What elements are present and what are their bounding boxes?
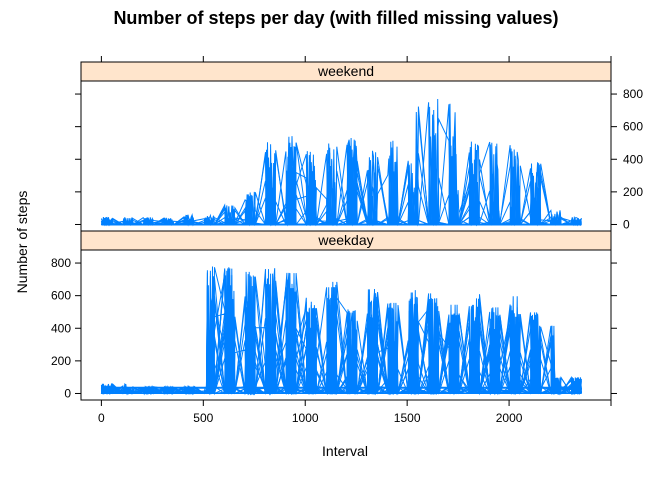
y-tick-label-weekend-600: 600: [623, 120, 643, 134]
y-tick-label-weekend-400: 400: [623, 152, 643, 166]
panel-weekend: weekend 0 200 400 600 800: [75, 61, 643, 232]
x-tick-label-2000: 2000: [496, 411, 523, 425]
panel-frame-weekday: [80, 249, 612, 401]
series-lines-weekend: [100, 98, 582, 227]
y-tick-label-weekday-800: 800: [51, 256, 71, 270]
series-line-weekend-day-9: [101, 102, 582, 227]
series-line-weekend-day-6: [101, 104, 582, 227]
chart-title: Number of steps per day (with filled mis…: [113, 8, 558, 28]
series-line-weekday-day-45: [100, 272, 582, 396]
y-tick-label-weekday-0: 0: [64, 386, 71, 400]
y-tick-label-weekday-400: 400: [51, 321, 71, 335]
x-axis-label: Interval: [322, 443, 368, 459]
x-tick-label-0: 0: [98, 411, 105, 425]
x-tick-label-1000: 1000: [292, 411, 319, 425]
series-line-weekend-day-12: [101, 106, 582, 227]
y-tick-label-weekday-600: 600: [51, 289, 71, 303]
y-tick-label-weekend-200: 200: [623, 185, 643, 199]
series-line-weekend-day-4: [100, 106, 582, 226]
axis-weekday: 0 200 400 600 800: [51, 256, 617, 400]
strip-label-weekday: weekday: [317, 232, 373, 248]
y-axis-label: Number of steps: [14, 191, 30, 294]
series-lines-weekday: [100, 266, 582, 396]
series-line-weekend-day-15: [101, 98, 582, 227]
y-tick-label-weekday-200: 200: [51, 354, 71, 368]
axis-weekend: 0 200 400 600 800: [75, 87, 643, 231]
x-axis: 0 500 1000 1500 2000: [98, 56, 612, 425]
y-tick-label-weekend-800: 800: [623, 87, 643, 101]
y-tick-label-weekend-0: 0: [623, 217, 630, 231]
strip-label-weekend: weekend: [317, 63, 374, 79]
series-line-weekend-day-11: [101, 103, 582, 227]
panel-weekday: weekday 0 200 400 600 800: [51, 230, 617, 401]
x-tick-label-1500: 1500: [394, 411, 421, 425]
x-tick-label-500: 500: [193, 411, 213, 425]
